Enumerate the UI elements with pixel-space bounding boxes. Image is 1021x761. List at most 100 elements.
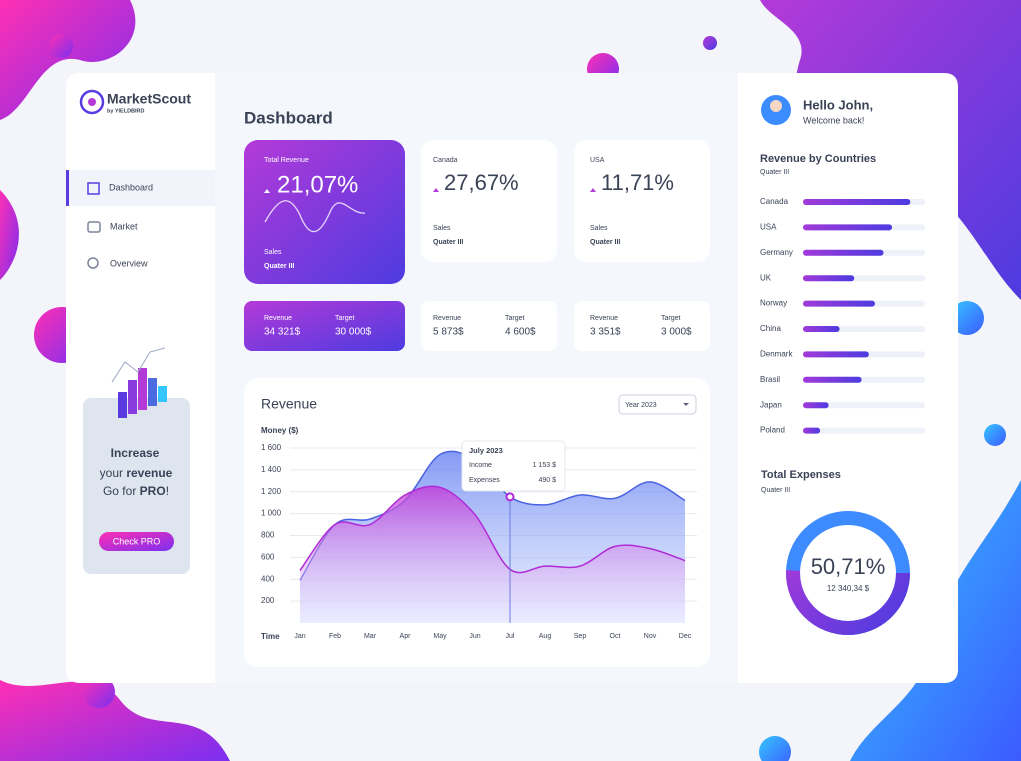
kpi-period: Quater III — [264, 263, 294, 270]
bar — [803, 427, 821, 434]
x-tick-label: Oct — [610, 633, 621, 640]
y-tick-label: 1 600 — [261, 443, 282, 452]
section-title: Revenue by Countries — [760, 153, 876, 165]
kpi-sub: Sales — [590, 225, 608, 232]
target-value: 4 600$ — [505, 327, 536, 338]
country-label: Denmark — [760, 350, 793, 359]
x-tick-label: Mar — [364, 633, 377, 640]
illustration-bar — [148, 378, 157, 406]
target-value: 30 000$ — [335, 327, 372, 338]
x-tick-label: Feb — [329, 633, 341, 640]
trend-icon — [433, 188, 439, 192]
target-label: Revenue — [264, 315, 292, 322]
target-label: Revenue — [590, 315, 618, 322]
nav-icon[interactable] — [87, 221, 101, 233]
tooltip: July 2023 Income 1 153 $ Expenses 490 $ — [461, 440, 566, 492]
kpi-card — [244, 140, 405, 284]
bar — [803, 402, 829, 409]
blob — [0, 680, 230, 761]
country-label: Canada — [760, 197, 789, 206]
x-tick-label: Apr — [400, 633, 412, 640]
x-tick-label: Sep — [574, 633, 587, 640]
series-area — [300, 486, 685, 623]
blob — [0, 190, 19, 280]
target-card — [421, 301, 557, 351]
nav-icon[interactable] — [87, 182, 100, 195]
illustration-bar — [128, 380, 137, 414]
illustration-bar — [158, 386, 167, 402]
hover-point — [505, 492, 515, 502]
nav-item[interactable]: Dashboard — [109, 182, 153, 192]
blob — [850, 480, 1021, 761]
kpi-label: Canada — [433, 157, 458, 164]
y-tick-label: 1 400 — [261, 465, 282, 474]
logo — [79, 89, 105, 115]
section-period: Quater III — [761, 487, 790, 494]
promo-button[interactable] — [99, 532, 174, 551]
country-label: Poland — [760, 426, 785, 435]
donut-arc — [786, 511, 910, 635]
bubble — [49, 34, 73, 58]
target-value: 5 873$ — [433, 327, 464, 338]
target-label: Target — [661, 315, 681, 322]
page-title: Dashboard — [244, 108, 333, 127]
expense-donut — [786, 511, 910, 635]
nav-active — [66, 170, 215, 206]
target-label: Target — [335, 315, 355, 322]
promo-bold: revenue — [126, 466, 172, 480]
nav-item[interactable]: Overview — [110, 258, 148, 268]
nav-icon[interactable] — [87, 257, 99, 269]
nav-indicator — [66, 170, 69, 206]
y-tick-label: 600 — [261, 552, 275, 561]
kpi-period: Quater III — [433, 239, 463, 246]
welcome: Welcome back! — [803, 115, 864, 125]
y-tick-label: 800 — [261, 531, 275, 540]
y-tick-label: 200 — [261, 596, 275, 605]
country-bars: Canada USA Germany UK Norway China Denmark Bras… — [760, 197, 925, 435]
country-label: Brasil — [760, 375, 780, 384]
country-label: UK — [760, 273, 772, 282]
bar — [803, 224, 893, 231]
bar — [803, 376, 862, 383]
trend-icon — [264, 189, 270, 193]
target-value: 34 321$ — [264, 327, 301, 338]
x-tick-label: May — [433, 633, 447, 640]
promo-button-label[interactable]: Check PRO — [113, 536, 161, 546]
y-tick-label: 1 000 — [261, 509, 282, 518]
year-select[interactable] — [618, 394, 697, 415]
target-card — [244, 301, 405, 351]
kpi-value: 11,71% — [601, 170, 674, 195]
promo-title: Increase — [111, 446, 160, 460]
donut-amount: 12 340,34 $ — [827, 584, 870, 593]
greeting: Hello John, — [803, 97, 873, 112]
kpi-sub: Sales — [264, 249, 282, 256]
bar-track — [803, 402, 925, 409]
year-select-label[interactable]: Year 2023 — [625, 402, 657, 409]
kpi-label: Total Revenue — [264, 157, 309, 164]
x-tick-label: Nov — [644, 633, 657, 640]
select-caret[interactable] — [683, 403, 689, 406]
target-value: 3 000$ — [661, 327, 692, 338]
bubble — [950, 301, 984, 335]
revenue-plot: 200 400 600 800 1 000 1 200 1 400 1 600 Jan Feb Ma… — [261, 443, 697, 640]
donut-hole — [802, 527, 894, 619]
y-tick-label: 400 — [261, 574, 275, 583]
country-label: Japan — [760, 400, 782, 409]
bubble — [83, 676, 115, 708]
bar — [803, 300, 875, 307]
tooltip-label: Income — [469, 462, 492, 469]
x-tick-label: Jun — [469, 633, 480, 640]
target-label: Target — [505, 315, 525, 322]
promo-bold: PRO — [140, 484, 166, 498]
kpi-sub: Sales — [433, 225, 451, 232]
target-label: Revenue — [433, 315, 461, 322]
target-card — [574, 301, 710, 351]
x-tick-label: Jul — [506, 633, 515, 640]
tooltip-title: July 2023 — [469, 446, 503, 455]
nav-item[interactable]: Market — [110, 221, 138, 231]
bubble — [703, 36, 717, 50]
section-title: Total Expenses — [761, 469, 841, 481]
promo-line: Go for PRO! — [103, 484, 169, 498]
sparkline — [264, 200, 366, 233]
